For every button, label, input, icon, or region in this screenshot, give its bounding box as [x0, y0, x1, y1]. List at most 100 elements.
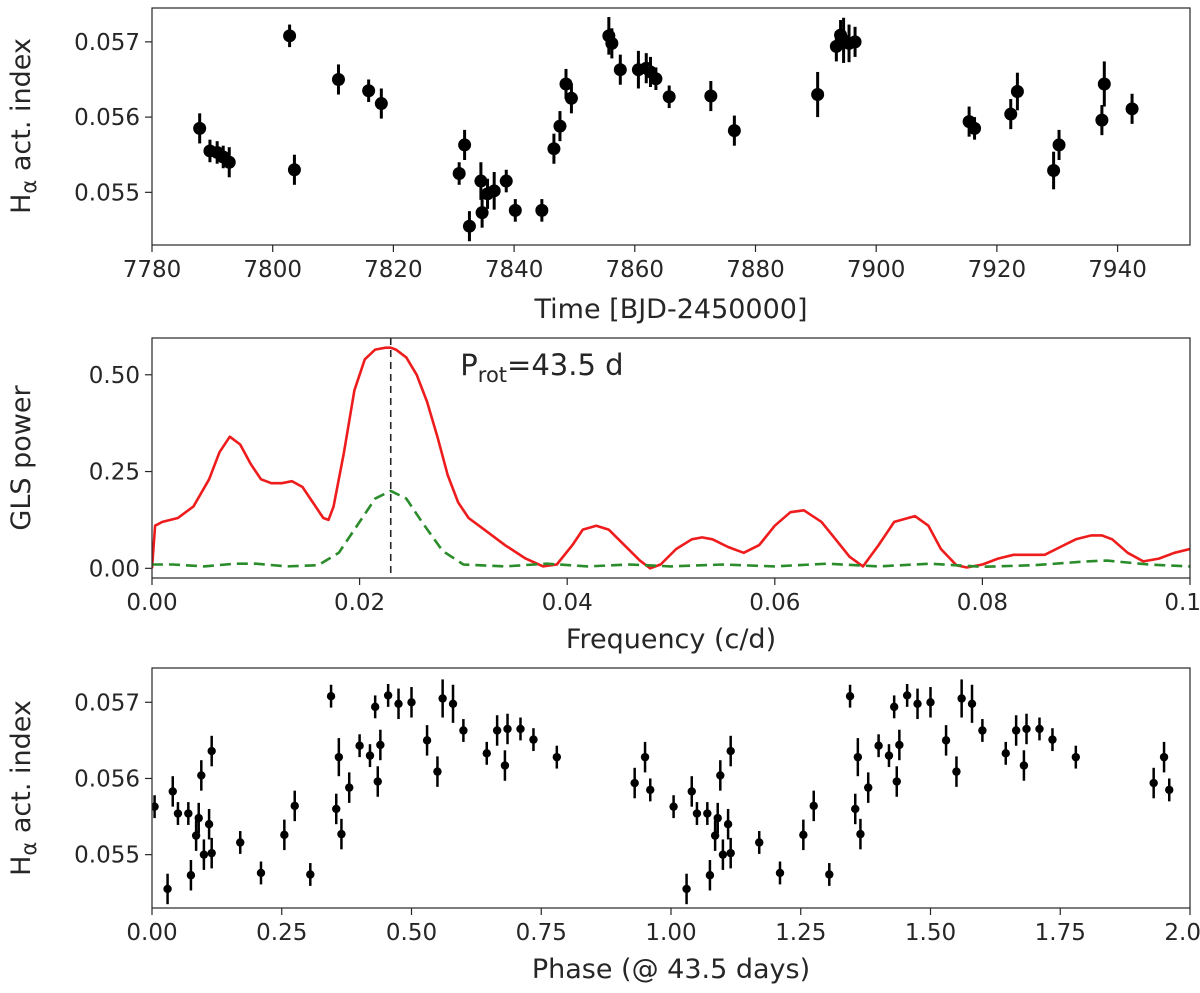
data-point [941, 736, 951, 745]
data-point [334, 752, 344, 762]
data-point [553, 119, 567, 133]
plot-area [152, 338, 1190, 578]
data-point [1004, 107, 1018, 121]
plot-area [193, 17, 1139, 242]
chart-phase: 0.00 0.25 0.50 0.75 1.00 1.25 1.50 1.75 2.00 0.05… [6, 667, 1200, 985]
data-point [1165, 785, 1174, 795]
data-point [1071, 752, 1081, 762]
x-tick-label: 1.75 [1035, 920, 1086, 946]
data-point [475, 206, 489, 220]
data-point [374, 97, 388, 111]
data-point [564, 91, 578, 105]
data-point [716, 771, 725, 780]
data-point [370, 702, 380, 712]
data-point [326, 691, 336, 701]
data-point [197, 771, 206, 780]
data-point [482, 749, 491, 758]
data-point [194, 813, 203, 823]
data-point [718, 850, 728, 859]
data-point [1052, 138, 1066, 152]
data-point [152, 802, 159, 811]
data-point [462, 219, 476, 233]
data-point [508, 203, 522, 217]
data-point [727, 124, 741, 138]
y-tick-label: 0.00 [89, 556, 140, 582]
data-point [799, 830, 808, 840]
data-point [459, 726, 468, 735]
data-point [1125, 102, 1139, 116]
plot-frame [151, 337, 1191, 579]
data-point [613, 63, 627, 77]
data-point [957, 694, 966, 703]
data-point [1159, 752, 1169, 762]
data-point [703, 809, 712, 818]
data-point [669, 802, 678, 811]
data-point [726, 746, 735, 756]
data-point [1149, 778, 1158, 788]
data-point [373, 777, 382, 786]
x-tick-label: 7820 [364, 257, 423, 283]
data-point [168, 787, 177, 796]
data-point [1035, 724, 1044, 734]
data-point [723, 819, 733, 829]
y-tick-label: 0.25 [89, 460, 140, 486]
x-tick-label: 7920 [968, 257, 1027, 283]
x-axis-label: Time [BJD-2450000] [534, 294, 808, 325]
data-point [1019, 761, 1029, 770]
data-point [926, 698, 935, 707]
x-tick-label: 0.50 [386, 920, 437, 946]
data-point [864, 783, 873, 792]
data-point [458, 138, 472, 152]
data-point [331, 72, 345, 86]
x-tick-label: 7840 [485, 257, 544, 283]
data-point [547, 142, 561, 156]
data-point [809, 801, 818, 811]
data-point [287, 163, 301, 177]
data-point [355, 741, 364, 750]
data-point [394, 699, 403, 709]
x-tick-label: 7860 [606, 257, 665, 283]
data-point [186, 871, 196, 880]
x-tick-label: 0.00 [126, 920, 177, 946]
data-point [552, 752, 562, 762]
x-tick-label: 1.00 [645, 920, 696, 946]
data-point [191, 831, 201, 840]
x-tick-label: 1.50 [905, 920, 956, 946]
data-point [290, 801, 299, 811]
y-tick-label: 0.50 [89, 363, 140, 389]
data-point [204, 819, 214, 829]
data-point [256, 868, 266, 878]
data-point [856, 829, 865, 839]
data-point [332, 804, 341, 814]
y-tick-label: 0.057 [74, 30, 140, 56]
x-tick-label: 0.02 [334, 590, 385, 616]
data-point [755, 838, 764, 847]
x-tick-label: 7800 [243, 257, 302, 283]
y-axis-label: Hα act. index [6, 38, 41, 214]
data-point [704, 89, 718, 103]
y-tick-label: 0.055 [74, 843, 140, 869]
data-point [474, 174, 488, 188]
data-point [199, 850, 209, 859]
data-point [559, 77, 573, 91]
data-point [845, 691, 855, 701]
period-annotation: Prot=43.5 d [460, 348, 623, 387]
data-point [687, 787, 696, 796]
data-point [713, 813, 722, 823]
x-tick-label: 0.25 [256, 920, 307, 946]
data-point [448, 699, 458, 709]
series-data-line [152, 346, 1190, 570]
data-point [1010, 85, 1024, 99]
data-point [529, 735, 538, 744]
data-point [1011, 726, 1021, 735]
x-tick-label: 7940 [1088, 257, 1147, 283]
data-point [649, 72, 663, 86]
data-point [503, 724, 512, 734]
data-point [978, 726, 987, 735]
x-tick-label: 7900 [847, 257, 906, 283]
x-tick-label: 1.25 [775, 920, 826, 946]
y-tick-label: 0.056 [74, 766, 140, 792]
data-point [1097, 77, 1111, 91]
x-tick-label: 0.08 [957, 590, 1008, 616]
data-point [500, 761, 510, 770]
